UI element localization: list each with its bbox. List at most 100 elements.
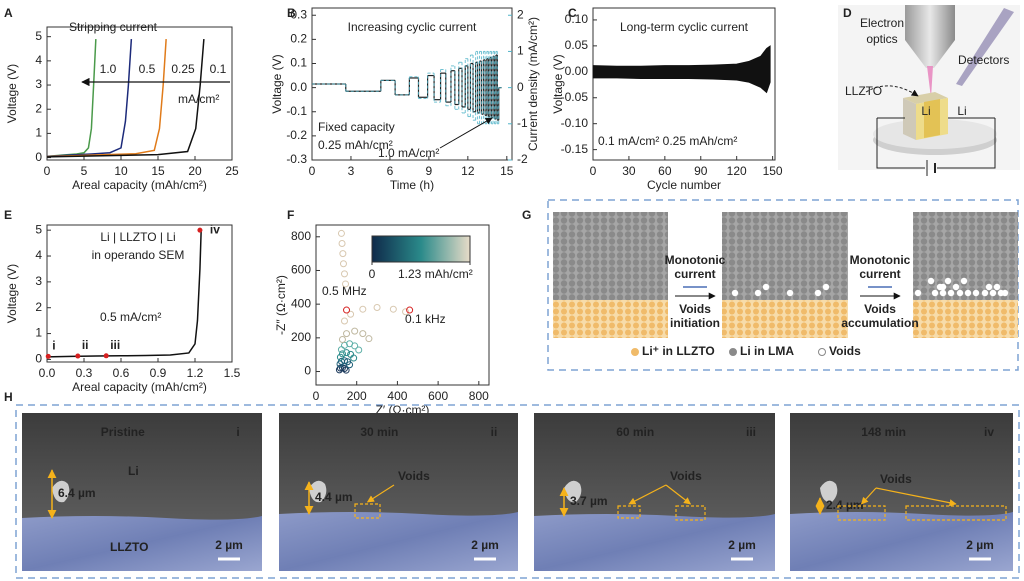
- point-marker: [197, 227, 203, 233]
- legend-label: Voids: [829, 344, 861, 358]
- x-tick-label: 0: [44, 164, 51, 178]
- y-tick-label: 0: [35, 352, 42, 366]
- electrode-label: Li: [957, 104, 966, 118]
- plot-frame: [46, 224, 233, 363]
- void-box: [354, 503, 381, 519]
- x-tick-label: 0: [309, 164, 316, 178]
- impedance-point: [340, 364, 348, 372]
- annotation: in operando SEM: [92, 248, 185, 262]
- scale-label: 2 µm: [471, 538, 499, 552]
- impedance-point: [339, 250, 347, 258]
- annotation: 1.0 mA/cm²: [378, 146, 439, 160]
- y-tick-label: -0.1: [286, 104, 307, 118]
- panel-letter: E: [4, 208, 12, 222]
- chart-title: Increasing cyclic current: [348, 20, 477, 34]
- series-label: 0.5: [139, 62, 156, 76]
- sample-top: [903, 92, 948, 104]
- y-tick-label: 3: [35, 77, 42, 91]
- impedance-point: [340, 317, 348, 325]
- x-tick-label: 60: [658, 164, 672, 178]
- panel-letter: G: [522, 208, 531, 222]
- impedance-point: [347, 310, 355, 318]
- series-label: 0.1: [210, 62, 227, 76]
- y-tick-label: 4: [35, 248, 42, 262]
- impedance-point: [339, 260, 347, 268]
- x-tick-label: 200: [347, 389, 367, 403]
- x-tick-label: 30: [622, 164, 636, 178]
- void: [952, 283, 960, 291]
- panel-letter: F: [287, 208, 294, 222]
- annotation: 0.5 mA/cm²: [100, 310, 161, 324]
- y-tick-label: 0.2: [290, 32, 307, 46]
- x-tick-label: 800: [469, 389, 489, 403]
- thickness-label: 4.4 µm: [315, 490, 353, 504]
- void: [931, 289, 939, 297]
- thickness-label: 3.7 µm: [570, 494, 608, 508]
- y-tick-label: 1: [35, 126, 42, 140]
- impedance-point: [343, 306, 351, 314]
- legend-swatch: [729, 348, 737, 356]
- x-tick-label: 0: [313, 389, 320, 403]
- void: [786, 289, 794, 297]
- electron-beam: [927, 66, 933, 98]
- void-box: [617, 505, 641, 519]
- data-line: [46, 230, 202, 358]
- y-tick-label: 1: [35, 326, 42, 340]
- void: [927, 277, 935, 285]
- point-label: iii: [110, 338, 120, 352]
- y-tick-label: 0: [35, 150, 42, 164]
- y-tick-label: 0.10: [565, 12, 589, 26]
- panel-letter: C: [568, 6, 577, 20]
- point-label: ii: [82, 338, 89, 352]
- sample-left: [903, 98, 916, 140]
- y2-tick-label: -1: [517, 116, 528, 130]
- llzto-region: [913, 300, 1018, 338]
- annotation: 0.1 mA/cm² 0.25 mAh/cm²: [598, 134, 737, 148]
- x-tick-label: 0.9: [150, 366, 167, 380]
- arrow-label: Voids: [679, 302, 711, 316]
- source-label: optics: [866, 32, 897, 46]
- impedance-point: [342, 280, 350, 288]
- void: [972, 289, 980, 297]
- x-tick-label: 12: [461, 164, 475, 178]
- llzto-pointer: [865, 85, 919, 97]
- void-pointer: [665, 484, 692, 505]
- chart-title: Long-term cyclic current: [620, 20, 749, 34]
- impedance-point: [340, 270, 348, 278]
- x-tick-label: 10: [114, 164, 128, 178]
- llzto-layer: [924, 99, 940, 138]
- panel-letter: A: [4, 6, 13, 20]
- image-index: ii: [491, 425, 498, 439]
- impedance-point: [336, 353, 344, 361]
- y-tick-label: 0.0: [290, 80, 307, 94]
- impedance-point: [337, 229, 345, 237]
- annotation: Fixed capacity: [318, 120, 395, 134]
- x-tick-label: 1.5: [224, 366, 241, 380]
- source-label: Electron: [860, 16, 904, 30]
- image-title: 30 min: [360, 425, 398, 439]
- y2-tick-label: -2: [517, 152, 528, 166]
- point-marker: [103, 353, 109, 359]
- void: [731, 289, 739, 297]
- x-tick-label: 400: [387, 389, 407, 403]
- impedance-point: [343, 349, 351, 357]
- impedance-point: [346, 361, 354, 369]
- x-tick-label: 90: [694, 164, 708, 178]
- arrow-label: Voids: [864, 302, 896, 316]
- x-tick-label: 0: [590, 164, 597, 178]
- electron-column: [905, 5, 955, 40]
- y2-tick-label: 2: [517, 7, 524, 21]
- point-marker: [45, 353, 51, 359]
- x-tick-label: 0.0: [39, 366, 56, 380]
- panel-letter: B: [287, 6, 296, 20]
- y-axis-label: Voltage (V): [270, 54, 284, 113]
- x-tick-label: 9: [426, 164, 433, 178]
- y-tick-label: 0.1: [290, 56, 307, 70]
- colorbar-label: 0: [369, 267, 376, 281]
- impedance-point: [337, 346, 345, 354]
- void: [814, 289, 822, 297]
- thickness-label: 2.4 µm: [826, 498, 864, 512]
- y2-tick-label: 0: [517, 80, 524, 94]
- x-tick-label: 15: [151, 164, 165, 178]
- y-tick-label: 5: [35, 222, 42, 236]
